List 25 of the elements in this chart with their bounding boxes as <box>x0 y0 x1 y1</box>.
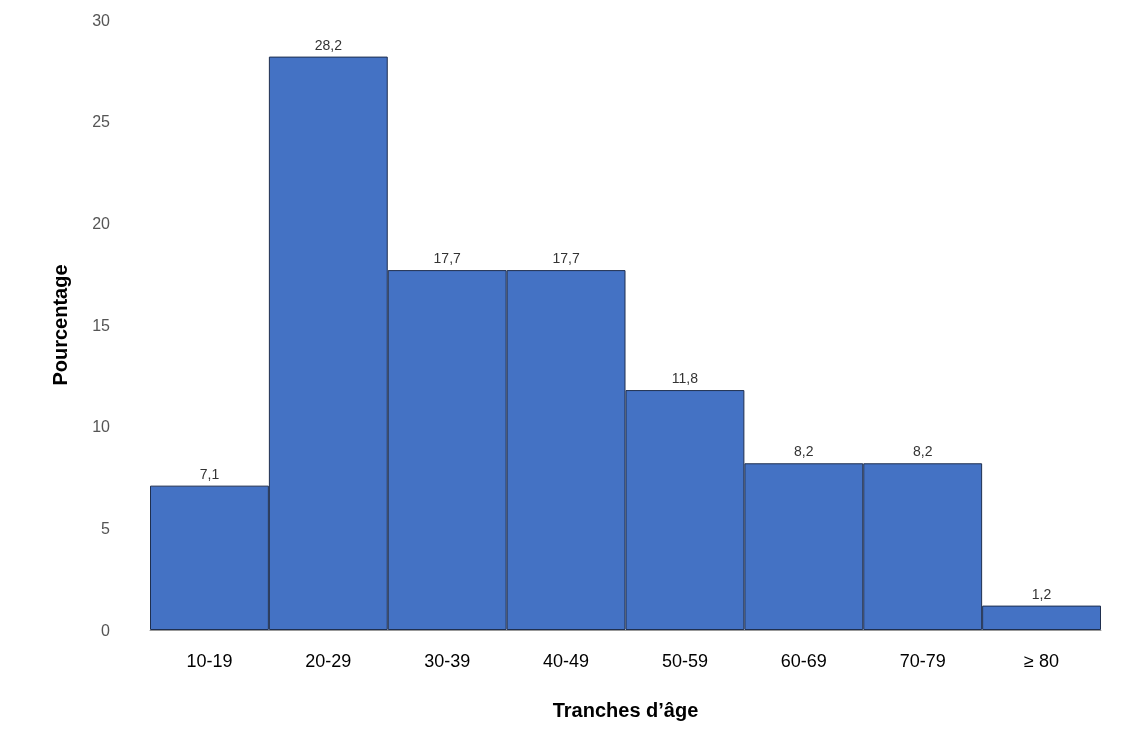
data-label: 8,2 <box>794 443 814 460</box>
x-tick-label: 40-49 <box>543 651 590 671</box>
x-tick-label: 70-79 <box>899 651 946 671</box>
x-tick-label: 10-19 <box>186 651 233 671</box>
y-tick-label: 15 <box>92 316 111 334</box>
y-tick-label: 30 <box>92 11 111 29</box>
y-tick-label: 25 <box>92 113 111 131</box>
y-axis-title: Pourcentage <box>49 264 71 386</box>
y-tick-label: 20 <box>92 214 111 232</box>
y-tick-label: 5 <box>101 519 111 537</box>
y-tick-label: 10 <box>92 418 111 436</box>
x-tick-label: 30-39 <box>424 651 471 671</box>
x-tick-label: ≥ 80 <box>1024 651 1060 671</box>
data-label: 7,1 <box>199 465 220 482</box>
x-tick-label: 20-29 <box>305 651 352 671</box>
x-axis-title: Tranches d’âge <box>552 699 699 721</box>
data-label: 1,2 <box>1031 585 1052 602</box>
y-tick-label: 0 <box>101 621 111 639</box>
x-tick-label: 50-59 <box>661 651 708 671</box>
data-label: 11,8 <box>671 370 699 387</box>
data-label: 17,7 <box>552 250 580 267</box>
x-tick-label: 60-69 <box>780 651 827 671</box>
data-label: 17,7 <box>433 250 462 267</box>
data-label: 8,2 <box>912 443 933 460</box>
data-label: 28,2 <box>314 36 343 53</box>
